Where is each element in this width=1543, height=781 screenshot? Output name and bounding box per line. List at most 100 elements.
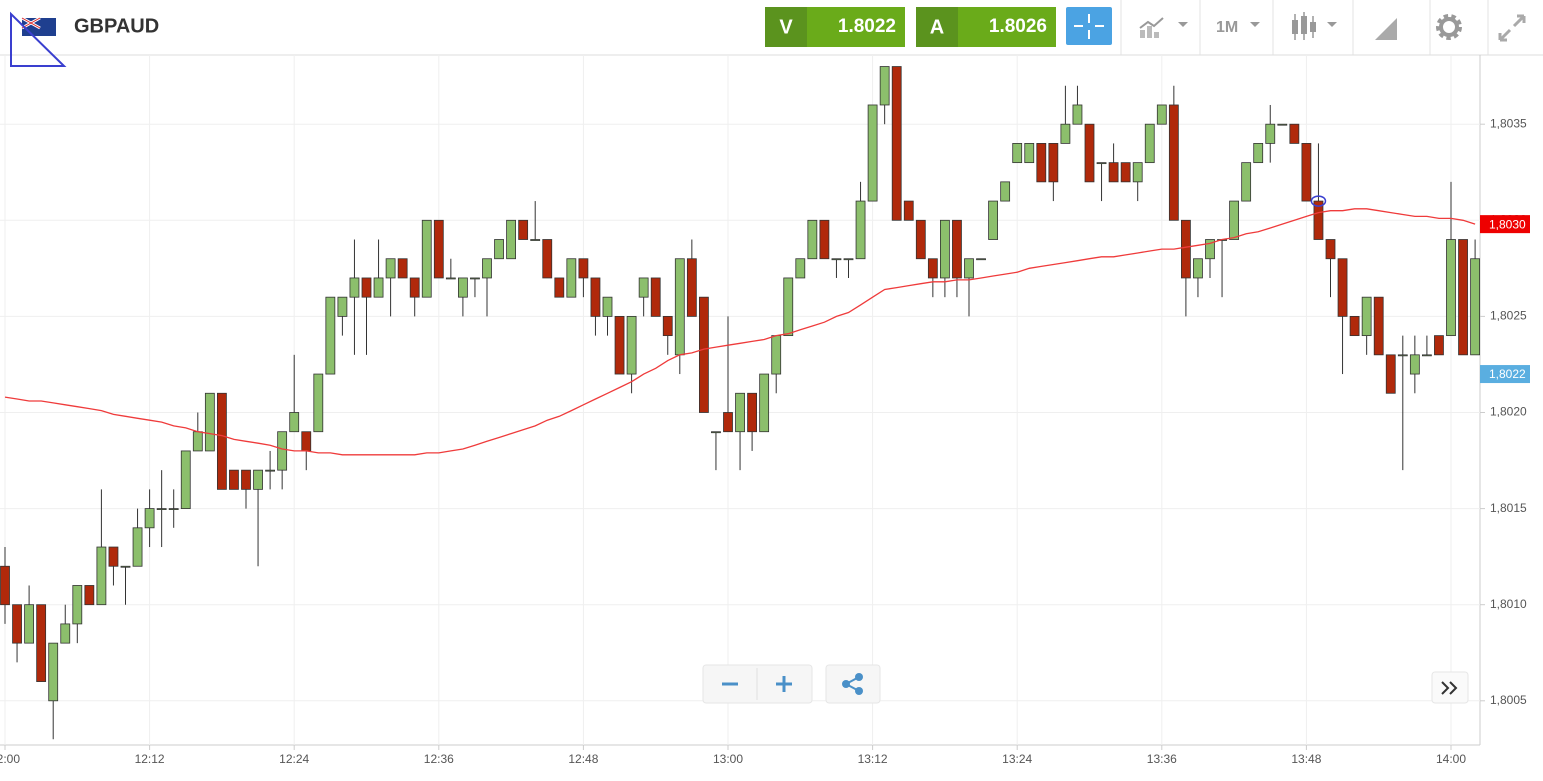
candle-body (783, 277, 794, 337)
candle-body (1349, 315, 1360, 337)
drawing-tool-button[interactable] (1375, 18, 1397, 40)
candle-body (1072, 104, 1083, 125)
candle-body (1325, 239, 1336, 260)
candle-body (1373, 296, 1384, 356)
candle-body (457, 277, 468, 298)
selection-marker (1310, 195, 1327, 207)
candle-body (662, 315, 673, 337)
buy-price: 1.8026 (989, 16, 1047, 37)
candle-body (241, 469, 251, 490)
moving-average-line (4, 208, 1476, 456)
candle-body (1265, 123, 1276, 144)
y-tick-label: 1,8005 (1490, 693, 1527, 707)
x-tick-label: 12:36 (424, 752, 454, 766)
candle-body (168, 508, 179, 510)
candle-body (337, 296, 348, 317)
candle-body (482, 258, 492, 279)
sell-button[interactable]: V 1.8022 (765, 7, 905, 47)
candle-body (1060, 123, 1071, 144)
timeframe-button[interactable]: 1M (1216, 19, 1260, 36)
candle-body (638, 277, 649, 298)
candle-body (843, 258, 854, 261)
chart-type-button[interactable] (1139, 17, 1188, 38)
candle-body (1337, 258, 1348, 317)
fullscreen-button[interactable] (1498, 14, 1526, 42)
candle-body (759, 373, 770, 433)
candle-body (96, 546, 107, 606)
candle-body (192, 431, 203, 452)
candle-body (108, 546, 119, 567)
flag (21, 16, 56, 36)
toolbar-separators (1120, 0, 1489, 55)
candle-body (650, 277, 661, 317)
candle-body (301, 431, 312, 452)
candle-body (421, 219, 432, 298)
candle-body (903, 200, 914, 221)
candle-body (867, 104, 878, 202)
candle-body (927, 258, 938, 279)
candle-body (325, 296, 336, 375)
candle-body (1181, 219, 1191, 279)
candle-body (1241, 162, 1252, 202)
candle-body (349, 277, 360, 298)
candle-body (1024, 143, 1035, 164)
candle-body (277, 431, 288, 471)
candle-body (397, 258, 408, 279)
candle-body (120, 565, 131, 568)
zoom-in-button[interactable] (776, 676, 792, 692)
x-tick-label: 12:12 (135, 752, 165, 766)
candle-body (964, 258, 974, 279)
candle-body (554, 277, 565, 298)
x-tick-label: 13:24 (1002, 752, 1032, 766)
candle-body (1313, 200, 1324, 240)
candle-body (795, 258, 806, 279)
candle-body (433, 219, 444, 279)
candle-body (24, 604, 35, 644)
sell-price: 1.8022 (838, 16, 896, 37)
candle-body (831, 258, 842, 261)
candle-body (1193, 258, 1203, 279)
candle-body (952, 219, 962, 279)
candle-body (385, 258, 396, 279)
candle-body (156, 508, 167, 510)
candle-body (48, 642, 59, 702)
candle-body (976, 258, 986, 261)
candle-body (771, 335, 782, 375)
candle-body (289, 412, 300, 433)
settings-button[interactable] (1436, 14, 1462, 40)
candle-body (1397, 354, 1408, 357)
candle-body (1277, 123, 1288, 126)
candle-body (940, 219, 950, 279)
candle-body (1361, 296, 1372, 337)
candle-body (819, 219, 830, 260)
candle-body (204, 392, 215, 452)
buy-button[interactable]: A 1.8026 (916, 7, 1056, 47)
candle-body (1205, 239, 1215, 260)
candle-body (180, 450, 191, 509)
candle-body (313, 373, 324, 433)
candle-body (807, 219, 818, 260)
candle-body (36, 604, 47, 682)
candle-body (409, 277, 420, 298)
candle-body (132, 527, 143, 567)
candle-body (1470, 258, 1480, 356)
candle-body (855, 200, 866, 260)
candle-body (542, 239, 553, 279)
share-button[interactable] (825, 664, 881, 704)
candle-body (506, 219, 517, 260)
x-tick-label: 13:48 (1291, 752, 1321, 766)
candle-body (723, 412, 733, 433)
candle-body (1120, 162, 1131, 183)
candle-body (747, 392, 757, 433)
candle-style-button[interactable] (1292, 12, 1337, 40)
drawing-annotation (10, 11, 67, 67)
candle-body (1253, 143, 1264, 164)
candle-body (1012, 143, 1023, 164)
candle-body (1096, 162, 1107, 165)
candle-body (445, 277, 456, 280)
candle-body (879, 66, 890, 106)
crosshair-button[interactable] (1066, 7, 1112, 45)
price-tag-label: 1,8030 (1489, 217, 1526, 231)
scroll-right-button[interactable] (1431, 671, 1469, 704)
x-tick-label: 13:12 (858, 752, 888, 766)
